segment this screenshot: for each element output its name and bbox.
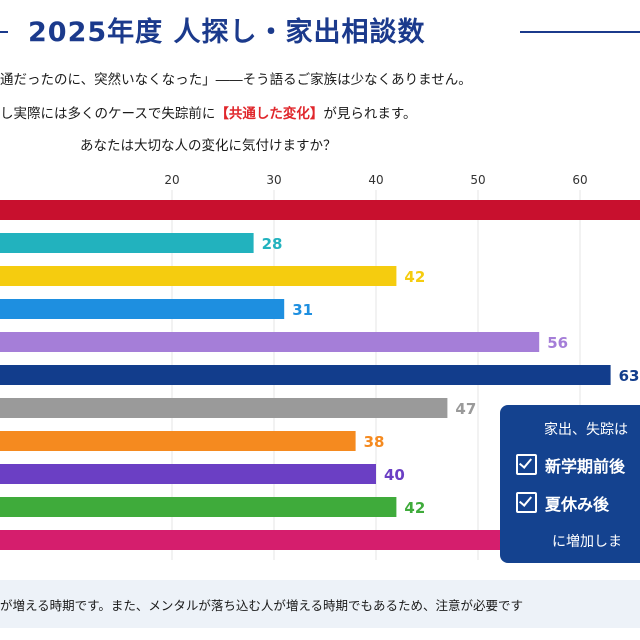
- bar: [0, 332, 540, 352]
- seasonal-callout: 家出、失踪は 新学期前後 夏休み後 に増加しま: [500, 405, 640, 563]
- x-tick-label: 60: [572, 173, 587, 187]
- title-bar: 2025年度 人探し・家出相談数: [0, 0, 640, 62]
- bar-value-label: 40: [384, 466, 405, 484]
- footer-note-text: が増える時期です。また、メンタルが落ち込む人が増える時期でもあるため、注意が必要…: [0, 598, 524, 613]
- callout-footer: に増加しま: [552, 534, 622, 550]
- bar-value-label: 31: [292, 301, 313, 319]
- bar-value-label: 38: [364, 433, 385, 451]
- x-tick-label: 30: [266, 173, 281, 187]
- bar: [0, 398, 448, 418]
- bar-value-label: 63: [619, 367, 640, 385]
- callout-item-new-term: 新学期前後: [516, 453, 625, 477]
- bar-value-label: 42: [404, 268, 425, 286]
- intro-line-2-lead: し実際には多くのケースで失踪前に: [0, 106, 216, 122]
- bar-chart-svg: 203040506070728423156634738404257: [0, 173, 640, 560]
- callout-item-label: 新学期前後: [545, 457, 626, 476]
- intro-line-1: 通だったのに、突然いなくなった」――そう語るご家族は少なくありません。: [0, 72, 472, 88]
- bar-value-label: 56: [547, 334, 568, 352]
- page-title: 2025年度 人探し・家出相談数: [28, 17, 426, 48]
- title-rule-left: [0, 31, 8, 33]
- bar: [0, 530, 550, 550]
- callout-item-summer: 夏休み後: [516, 491, 609, 515]
- intro-highlight: 【共通した変化】: [215, 106, 324, 122]
- bar-chart: 203040506070728423156634738404257: [0, 160, 640, 580]
- bar: [0, 497, 397, 517]
- bar-value-label: 28: [262, 235, 283, 253]
- footer-note: が増える時期です。また、メンタルが落ち込む人が増える時期でもあるため、注意が必要…: [0, 580, 640, 628]
- bar: [0, 299, 285, 319]
- x-tick-label: 50: [470, 173, 485, 187]
- intro-line-2-tail: が見られます。: [323, 106, 417, 122]
- callout-title: 家出、失踪は: [544, 422, 628, 438]
- bar: [0, 431, 356, 451]
- intro-line-2: し実際には多くのケースで失踪前に【共通した変化】が見られます。: [0, 102, 416, 122]
- intro-line-3: あなたは大切な人の変化に気付けますか？: [80, 138, 337, 154]
- checkbox-icon: [516, 492, 537, 513]
- title-rule-right: [520, 31, 640, 33]
- bar-value-label: 42: [404, 499, 425, 517]
- callout-item-label: 夏休み後: [545, 495, 610, 514]
- bar: [0, 233, 254, 253]
- bar: [0, 464, 376, 484]
- bar: [0, 365, 611, 385]
- bar: [0, 200, 640, 220]
- bar: [0, 266, 397, 286]
- x-tick-label: 40: [368, 173, 383, 187]
- bar-value-label: 47: [455, 400, 476, 418]
- checkbox-icon: [516, 454, 537, 475]
- x-tick-label: 20: [164, 173, 179, 187]
